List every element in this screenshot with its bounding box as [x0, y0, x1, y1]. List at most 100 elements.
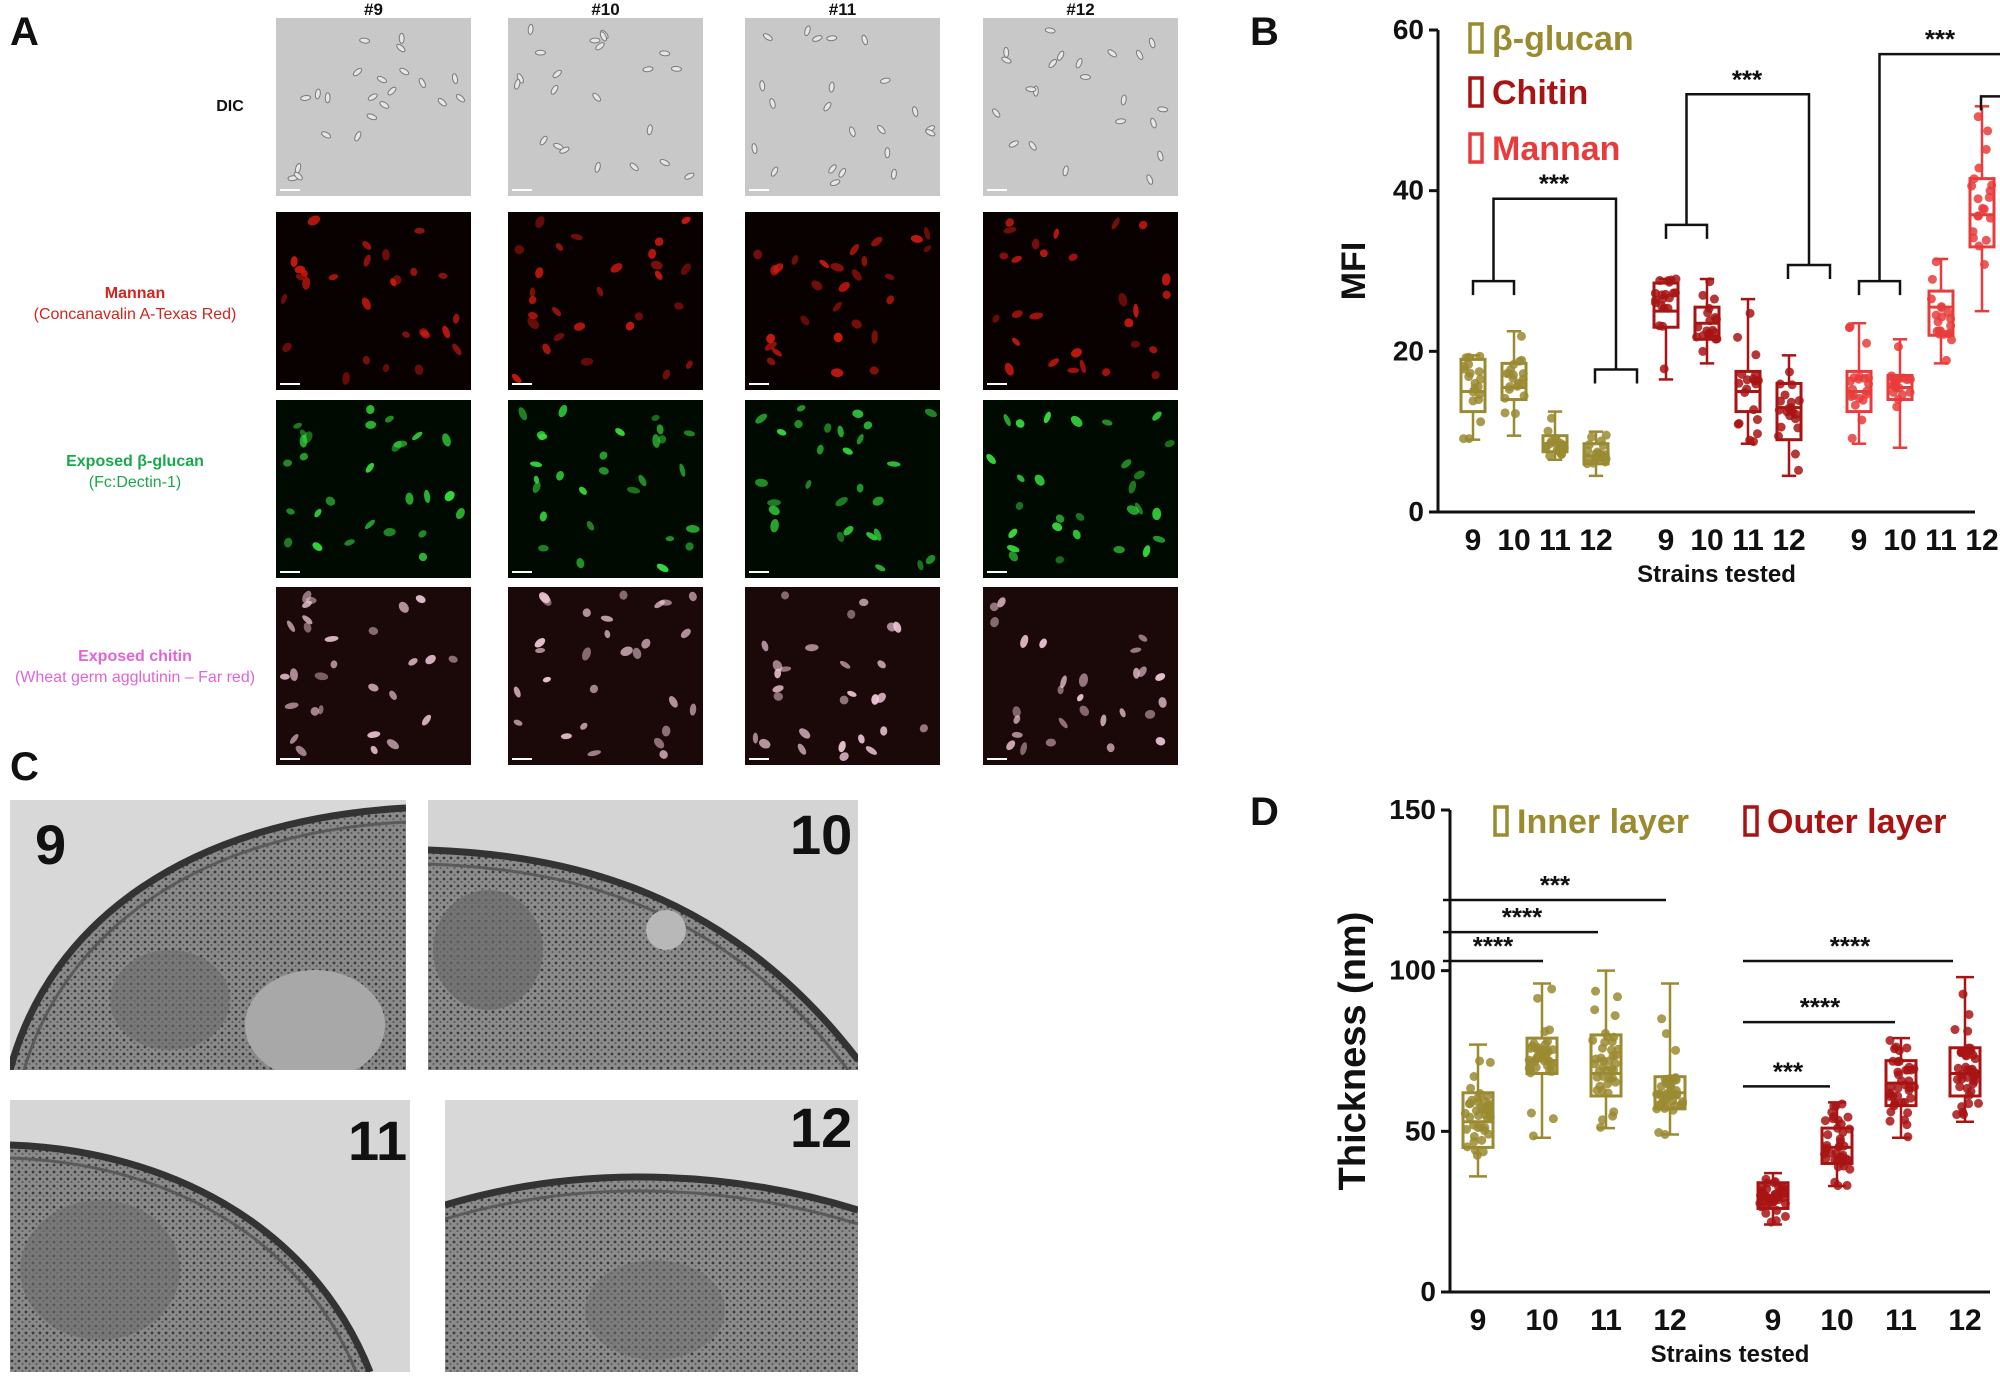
data-point [1984, 192, 1994, 202]
data-point [1968, 227, 1978, 237]
x-tick-label: 9 [1465, 524, 1482, 557]
data-point [1766, 1217, 1776, 1227]
data-point [1709, 294, 1719, 304]
em-label-11: 11 [348, 1109, 408, 1172]
panel-letter-d: D [1250, 790, 1279, 834]
significance-stars: *** [1732, 64, 1763, 94]
data-point [1671, 1073, 1681, 1083]
data-point [1591, 986, 1601, 996]
data-point [1823, 1130, 1833, 1140]
data-point [1828, 1114, 1838, 1124]
x-axis-title: Strains tested [1637, 561, 1796, 588]
data-point [1973, 112, 1983, 122]
data-point [1469, 1071, 1479, 1081]
data-point [1709, 328, 1719, 338]
data-point [1751, 350, 1761, 360]
bracket-left [1664, 223, 1709, 239]
box-Inner layer-9 [1460, 1043, 1495, 1178]
legend-swatch [1468, 22, 1484, 54]
data-point [1609, 1032, 1619, 1042]
data-point [1546, 413, 1556, 423]
micrograph-3-1 [508, 587, 703, 765]
x-tick-label: 10 [1690, 524, 1723, 557]
data-point [1582, 459, 1592, 469]
data-point [1588, 1035, 1598, 1045]
row-label-dic: DIC [95, 96, 365, 117]
data-point [1926, 294, 1936, 304]
data-point [1545, 451, 1555, 461]
data-point [1661, 289, 1671, 299]
data-point [1459, 361, 1469, 371]
column-header-10: #10 [591, 0, 620, 19]
data-point [1974, 241, 1984, 251]
data-point [1849, 373, 1859, 383]
x-tick-label: 12 [1579, 524, 1612, 557]
data-point [1752, 415, 1762, 425]
data-point [1698, 346, 1708, 356]
data-point [1598, 1062, 1608, 1072]
x-tick-label: 9 [1851, 524, 1868, 557]
column-header-11: #11 [828, 0, 857, 19]
data-point [1962, 1083, 1972, 1093]
column-header-12: #12 [1066, 0, 1095, 19]
micrograph-0-3 [983, 18, 1178, 196]
em-texture [428, 800, 858, 1070]
y-tick-label: 0 [1408, 496, 1424, 527]
data-point [1459, 434, 1469, 444]
data-point [1963, 1026, 1973, 1036]
micrograph-3-2 [745, 587, 940, 765]
y-tick-label: 50 [1405, 1115, 1436, 1146]
row-label-sub: (Concanavalin A-Texas Red) [33, 306, 237, 323]
micrograph-0-0 [276, 18, 471, 196]
data-point [1847, 433, 1857, 443]
x-tick-label: 9 [1765, 1304, 1782, 1337]
data-point [1979, 259, 1989, 269]
significance-annotation: **** [1743, 992, 1895, 1024]
micrograph-2-0 [276, 400, 471, 578]
data-point [1885, 1116, 1895, 1126]
data-point [1510, 409, 1520, 419]
box-Outer layer-10 [1820, 1099, 1855, 1191]
data-point [1775, 379, 1785, 389]
x-axis-title: Strains tested [1651, 1341, 1810, 1368]
data-point [1838, 1128, 1848, 1138]
em-image-11 [10, 1100, 410, 1372]
data-point [1892, 402, 1902, 412]
data-point [1672, 1090, 1682, 1100]
data-point [1583, 446, 1593, 456]
bracket-link [1685, 93, 1811, 266]
row-label-main: Exposed β-glucan [66, 453, 204, 470]
data-point [1504, 368, 1514, 378]
em-texture [445, 1100, 858, 1372]
x-tick-label: 10 [1820, 1304, 1853, 1337]
data-point [1745, 308, 1755, 318]
data-point [1955, 1082, 1965, 1092]
data-point [1820, 1116, 1830, 1126]
data-point [1598, 1115, 1608, 1125]
data-point [1464, 372, 1474, 382]
data-point [1518, 374, 1528, 384]
y-tick-label: 40 [1393, 175, 1424, 206]
panel-letter-c: C [10, 745, 39, 789]
data-point [1477, 1135, 1487, 1145]
data-point [1603, 1079, 1613, 1089]
data-point [1971, 1068, 1981, 1078]
panel-letter-b: B [1250, 10, 1279, 54]
significance-annotation: *** [1743, 1056, 1830, 1088]
data-point [1793, 423, 1803, 433]
micrograph-3-0 [276, 587, 471, 765]
data-point [1973, 1098, 1983, 1108]
em-label-10: 10 [790, 803, 853, 866]
data-point [1704, 303, 1714, 313]
data-point [1790, 449, 1800, 459]
bracket-link [1878, 52, 2000, 282]
row-label-beta-glucan: Exposed β-glucan (Fc:Dectin-1) [0, 451, 270, 493]
data-point [1885, 1091, 1895, 1101]
data-point [1761, 1174, 1771, 1184]
data-point [1844, 1124, 1854, 1134]
data-point [1970, 1054, 1980, 1064]
box-Mannan-9 [1844, 321, 1874, 445]
data-point [1601, 454, 1611, 464]
data-point [1762, 1184, 1772, 1194]
data-point [1959, 1110, 1969, 1120]
